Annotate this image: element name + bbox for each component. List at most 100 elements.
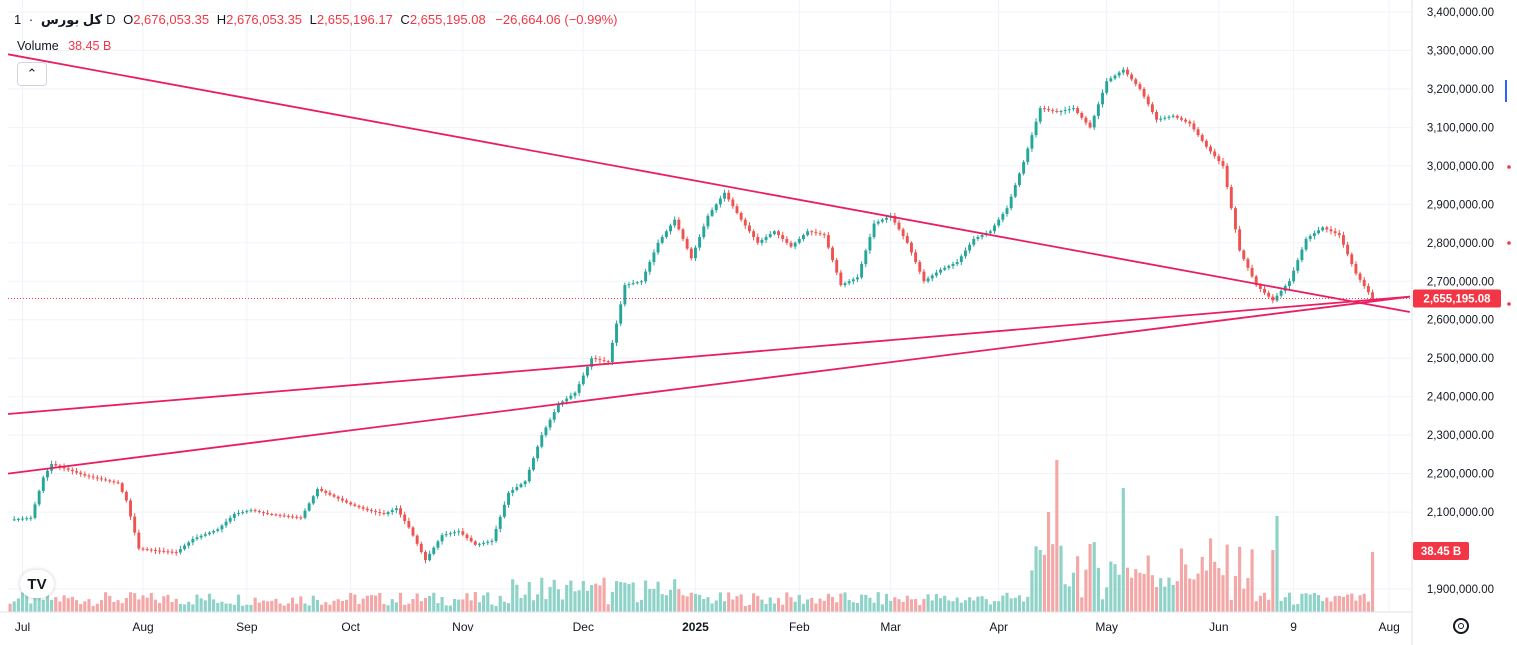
- time-tick-label: Nov: [452, 620, 473, 634]
- candle-body: [694, 247, 697, 259]
- interval-label[interactable]: 1D: [14, 12, 116, 27]
- volume-bar: [174, 598, 178, 612]
- scroll-marker: [1505, 80, 1507, 102]
- price-tick-label: 2,800,000.00: [1427, 238, 1494, 250]
- candle-body: [1080, 112, 1084, 118]
- volume-tag-label: 38.45 B: [1421, 546, 1461, 558]
- volume-bar: [390, 599, 394, 612]
- volume-bar: [407, 603, 411, 612]
- candle-body: [943, 267, 947, 270]
- price-tick-label: 2,400,000.00: [1427, 392, 1494, 404]
- candle-body: [178, 549, 182, 553]
- candle-body: [1250, 267, 1254, 277]
- volume-bar: [1080, 597, 1084, 612]
- candle-body: [282, 515, 286, 517]
- chevron-up-icon: ⌃: [26, 66, 38, 81]
- candle-body: [124, 491, 128, 501]
- candle-body: [698, 237, 702, 248]
- candle-body: [1321, 227, 1325, 231]
- candle-body: [1038, 108, 1042, 122]
- candle-body: [158, 550, 162, 552]
- candle-body: [772, 231, 776, 235]
- price-tick-label: 2,300,000.00: [1427, 430, 1494, 442]
- time-tick-label: 9: [1290, 620, 1297, 634]
- candle-body: [843, 283, 847, 286]
- volume-bar: [1267, 599, 1271, 612]
- candle-body: [885, 217, 888, 220]
- candle-body: [465, 534, 469, 539]
- candle-body: [623, 285, 627, 305]
- candle-body: [648, 262, 652, 272]
- candle-body: [324, 490, 328, 493]
- volume-bar: [1370, 552, 1375, 612]
- candle-body: [1105, 81, 1109, 93]
- candle-body: [1167, 116, 1171, 118]
- candle-body: [760, 239, 764, 243]
- volume-bar: [1262, 592, 1267, 612]
- tradingview-logo-icon[interactable]: TV: [20, 570, 54, 598]
- volume-bar: [465, 593, 469, 612]
- candle-body: [980, 235, 984, 238]
- candle-body: [1026, 148, 1030, 163]
- candle-body: [1317, 230, 1320, 234]
- volume-bar: [1275, 516, 1279, 612]
- volume-bar: [448, 605, 452, 612]
- candle-body: [25, 518, 29, 520]
- volume-bar: [976, 596, 980, 612]
- candle-body: [390, 510, 394, 513]
- candle-body: [1096, 104, 1100, 116]
- volume-bar: [261, 600, 266, 612]
- candle-body: [494, 528, 498, 541]
- candle-body: [154, 550, 157, 552]
- candle-body: [108, 480, 112, 482]
- candle-body: [1333, 231, 1337, 234]
- candle-body: [880, 219, 884, 222]
- candle-body: [1238, 229, 1242, 251]
- volume-bar: [1238, 546, 1242, 612]
- candle-body: [972, 238, 976, 245]
- candle-body: [1076, 108, 1080, 113]
- volume-bar: [1354, 600, 1358, 612]
- candle-body: [1155, 112, 1158, 120]
- volume-bar: [639, 599, 644, 612]
- candle-body: [403, 514, 407, 522]
- volume-bar: [311, 595, 315, 612]
- candle-body: [332, 494, 336, 497]
- candle-body: [569, 395, 573, 399]
- volume-bar: [374, 595, 378, 612]
- volume-bar: [1229, 599, 1233, 612]
- volume-bar: [187, 601, 191, 612]
- collapse-legend-button[interactable]: ⌃: [17, 62, 47, 86]
- candle-body: [955, 262, 959, 264]
- candle-body: [797, 238, 801, 243]
- candle-body: [536, 446, 540, 459]
- volume-bar: [590, 585, 594, 612]
- volume-bar: [349, 593, 353, 612]
- volume-bar: [635, 602, 639, 612]
- candle-body: [806, 231, 810, 236]
- candle-body: [91, 476, 95, 478]
- volume-bar: [324, 602, 328, 612]
- candle-body: [187, 542, 191, 546]
- candle-body: [1271, 296, 1275, 301]
- settings-gear-icon[interactable]: [1453, 618, 1469, 634]
- candle-body: [735, 206, 739, 213]
- volume-bar: [727, 592, 731, 612]
- volume-bar: [855, 603, 860, 612]
- volume-bar: [648, 588, 652, 612]
- candle-body: [502, 504, 506, 517]
- volume-bar: [922, 599, 926, 612]
- volume-bar: [623, 582, 627, 612]
- volume-bar: [1292, 604, 1296, 612]
- volume-bar: [1208, 538, 1213, 612]
- volume-bar: [1325, 597, 1329, 612]
- volume-bar: [548, 586, 552, 612]
- volume-bar: [428, 595, 432, 612]
- candle-body: [162, 550, 166, 552]
- volume-bar: [980, 596, 984, 612]
- candle-body: [964, 250, 967, 257]
- volume-bar: [594, 583, 598, 612]
- candle-body: [407, 521, 411, 528]
